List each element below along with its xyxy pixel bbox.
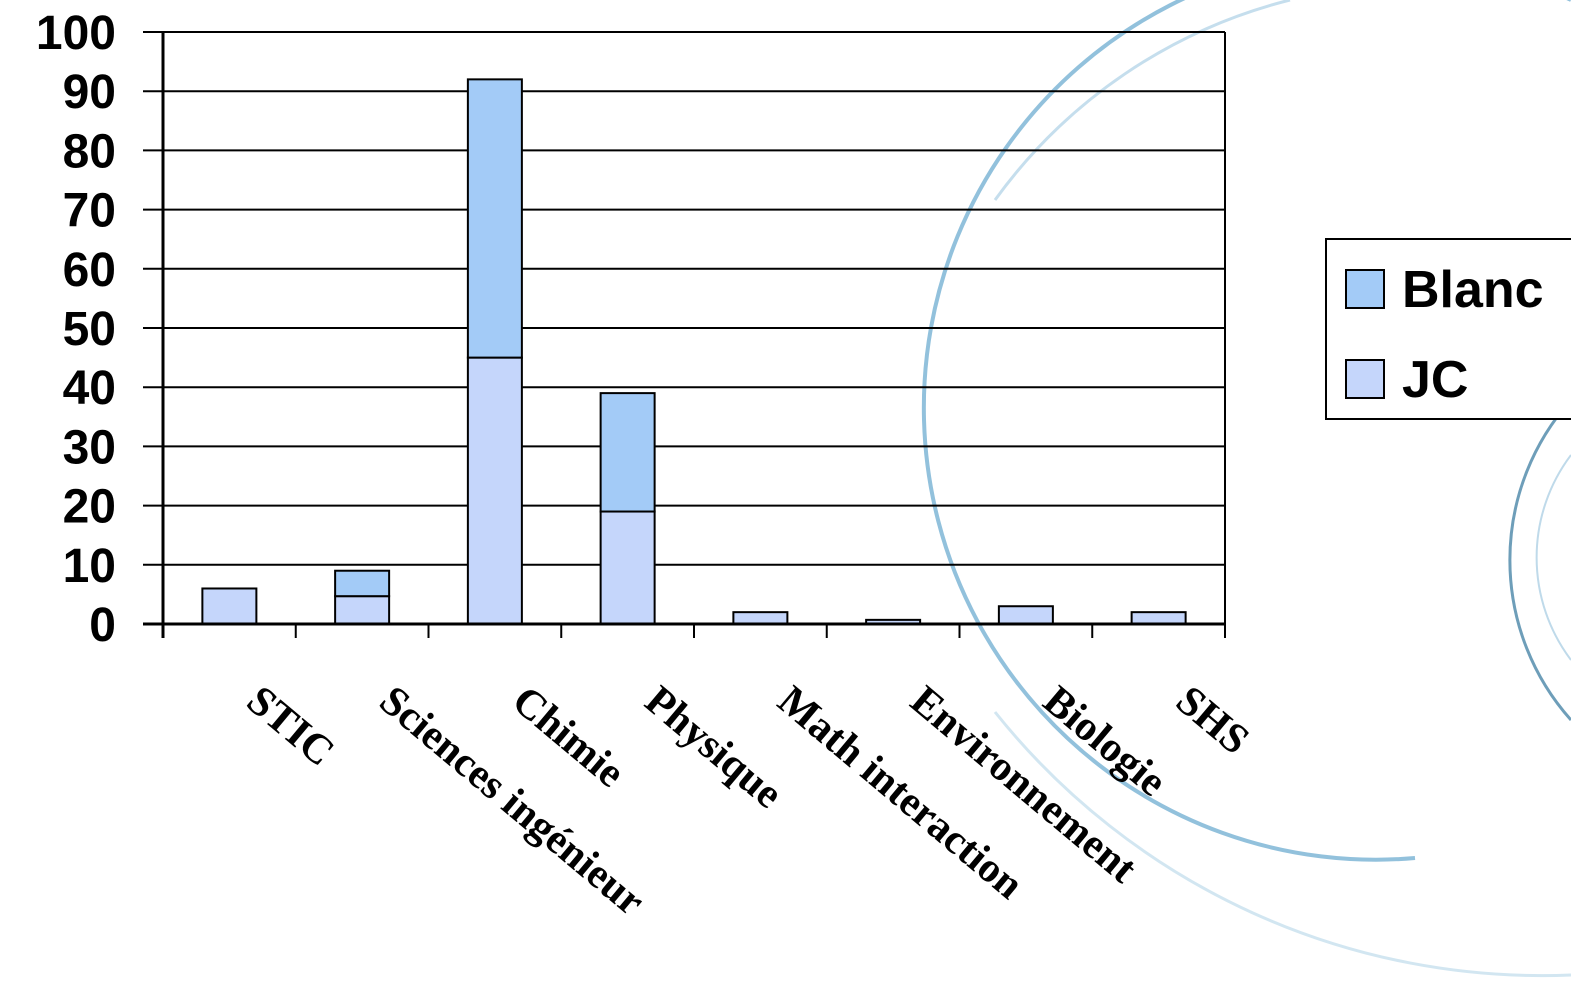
x-tick-label: Chimie	[503, 677, 633, 796]
legend: Blanc JC	[1325, 238, 1571, 420]
x-tick-label: Physique	[636, 677, 791, 817]
y-tick-label: 10	[63, 540, 116, 593]
bar-jc-1	[201, 587, 258, 625]
legend-swatch-blanc	[1345, 269, 1385, 309]
bar-blanc-4	[599, 392, 656, 513]
bar-jc-8	[1130, 611, 1187, 625]
x-tick-label: SHS	[1167, 677, 1257, 763]
bar-jc-5	[732, 611, 789, 625]
legend-label-jc: JC	[1402, 351, 1468, 409]
gridlines	[143, 31, 1225, 625]
y-tick-label: 30	[63, 421, 116, 474]
background-arcs	[921, 0, 1571, 978]
arc-right-inner	[1508, 399, 1571, 721]
bar-jc-3	[466, 356, 523, 625]
axes	[143, 31, 1226, 638]
y-tick-label: 80	[63, 125, 116, 178]
y-tick-labels: 0 10 20 30 40 50 60 70 80 90 100	[36, 7, 116, 652]
bar-jc-4	[599, 510, 656, 625]
x-tick-label: Math interaction	[769, 677, 1032, 908]
bar-jc-2	[334, 595, 391, 626]
arc-right-innermost	[1535, 454, 1571, 661]
y-tick-label: 40	[63, 362, 116, 415]
legend-swatch-jc	[1345, 359, 1385, 399]
y-tick-label: 70	[63, 185, 116, 238]
legend-label-blanc: Blanc	[1402, 261, 1544, 319]
y-tick-label: 0	[89, 599, 116, 652]
arc-thin-top	[993, 0, 1291, 201]
y-tick-label: 60	[63, 244, 116, 297]
bar-blanc-3	[466, 78, 523, 359]
arc-thin-bottom	[993, 711, 1571, 978]
arc-large	[921, 0, 1571, 862]
bar-blanc-2	[334, 569, 391, 598]
y-tick-label: 100	[36, 7, 116, 60]
x-tick-label: Environnement	[902, 677, 1146, 892]
y-tick-label: 90	[63, 66, 116, 119]
x-tick-label: STIC	[238, 677, 343, 775]
y-tick-label: 50	[63, 303, 116, 356]
bar-jc-7	[997, 605, 1054, 625]
y-tick-label: 20	[63, 481, 116, 534]
bars	[201, 78, 1187, 626]
